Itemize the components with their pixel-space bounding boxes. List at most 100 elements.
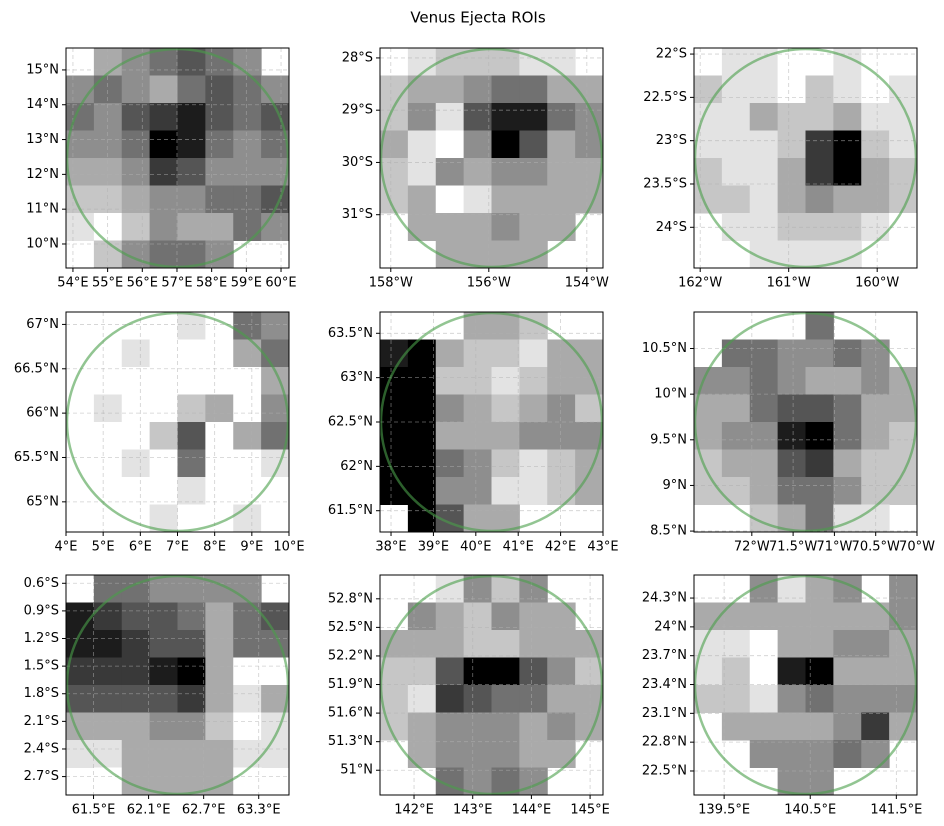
y-tick-label: 23.4°N	[642, 677, 687, 692]
image-cell	[407, 449, 437, 478]
x-tick-label: 63.3°E	[237, 803, 281, 818]
y-tick-label: 0.9°S	[24, 603, 59, 618]
image-cell	[93, 767, 123, 796]
image-cell	[380, 394, 409, 423]
image-cell	[547, 449, 576, 478]
image-cell	[149, 367, 178, 395]
y-tick-label: 1.8°S	[24, 686, 59, 701]
image-cell	[261, 213, 290, 241]
image-cell	[233, 130, 262, 159]
y-tick-label: 23.1°N	[642, 706, 687, 721]
image-cell	[66, 75, 95, 104]
x-tick-label: 6°E	[129, 540, 152, 555]
image-cell	[121, 449, 151, 478]
y-tick-label: 52.2°N	[328, 648, 373, 663]
image-cell	[861, 712, 890, 741]
image-cell	[519, 740, 548, 768]
image-cell	[721, 394, 751, 423]
subplot: 139.5°E 140.5°E 141.5°E 22.5°N 22.8°N 23.1°N 2…	[642, 574, 922, 818]
image-cell	[861, 103, 890, 131]
image-cell	[575, 477, 604, 505]
y-tick-label: 2.7°S	[24, 769, 59, 784]
roi-circle	[693, 311, 918, 533]
y-tick-label: 61.5°N	[328, 503, 373, 518]
image-cell	[491, 103, 520, 131]
image-cell	[777, 103, 806, 131]
image-cell	[177, 685, 206, 713]
y-tick-label: 22°S	[656, 47, 687, 62]
image-cell	[721, 630, 751, 658]
image-cell	[519, 339, 548, 368]
image-cell	[833, 103, 862, 131]
axes-frame	[693, 574, 918, 796]
image-cell	[805, 630, 834, 658]
axes-frame	[379, 311, 604, 533]
image-cell	[435, 740, 465, 768]
subplot: 38°E 39°E 40°E 41°E 42°E 43°E 61.5°N 62°N 62.5°N…	[328, 311, 619, 555]
image-cell	[205, 685, 234, 713]
image-cell	[463, 740, 492, 768]
y-tick-label: 10.5°N	[642, 341, 687, 356]
image-cell	[519, 213, 548, 241]
x-tick-label: 10°E	[273, 540, 304, 555]
image-cell	[149, 394, 178, 423]
image-cell	[833, 158, 862, 186]
image-cell	[149, 657, 178, 686]
image-cell	[380, 477, 409, 505]
image-cell	[805, 103, 834, 131]
image-cell	[407, 130, 437, 159]
image-cell	[435, 213, 465, 241]
image-cell	[463, 657, 492, 686]
image-cell	[805, 740, 834, 768]
image-cell	[407, 712, 437, 741]
image-cell	[694, 75, 723, 104]
image-cell	[861, 75, 890, 104]
image-cell	[435, 185, 465, 214]
y-tick-label: 2.1°S	[24, 714, 59, 729]
image-cell	[463, 449, 492, 478]
image-cell	[149, 740, 178, 768]
image-cell	[721, 103, 751, 131]
image-cell	[519, 712, 548, 741]
image-cell	[491, 630, 520, 658]
image-cell	[463, 394, 492, 423]
image-cell	[407, 740, 437, 768]
image-cell	[463, 630, 492, 658]
image-cell	[519, 185, 548, 214]
image-cell	[205, 130, 234, 159]
image-cell	[435, 449, 465, 478]
image-cell	[694, 394, 723, 423]
image-cell	[407, 185, 437, 214]
image-cell	[805, 75, 834, 104]
image-cell	[777, 477, 806, 505]
image-cell	[380, 657, 409, 686]
image-cell	[177, 130, 206, 159]
image-cell	[833, 477, 862, 505]
image-cell	[749, 602, 779, 631]
image-cell	[121, 394, 151, 423]
axes-frame	[65, 311, 290, 533]
image-cell	[547, 630, 576, 658]
x-tick-label: 71.5°W	[769, 540, 817, 555]
image-cell	[261, 602, 290, 631]
image-cell	[149, 158, 178, 186]
image-cell	[435, 630, 465, 658]
image-cell	[721, 75, 751, 104]
image-cell	[177, 213, 206, 241]
subplot: 54°E 55°E 56°E 57°E 58°E 59°E 60°E 10°N 11°N 12°N…	[26, 47, 297, 291]
image-cell	[491, 130, 520, 159]
image-cell	[805, 422, 834, 450]
image-cell	[519, 394, 548, 423]
image-cell	[547, 394, 576, 423]
image-cell	[93, 240, 123, 269]
image-cell	[861, 657, 890, 686]
image-cell	[889, 575, 918, 603]
x-tick-label: 56°E	[127, 276, 158, 291]
roi-circle	[379, 47, 604, 269]
axes-frame	[379, 47, 604, 269]
image-cell	[66, 213, 95, 241]
image-cell	[721, 158, 751, 186]
image-cell	[694, 477, 723, 505]
y-tick-label: 10°N	[654, 387, 687, 402]
